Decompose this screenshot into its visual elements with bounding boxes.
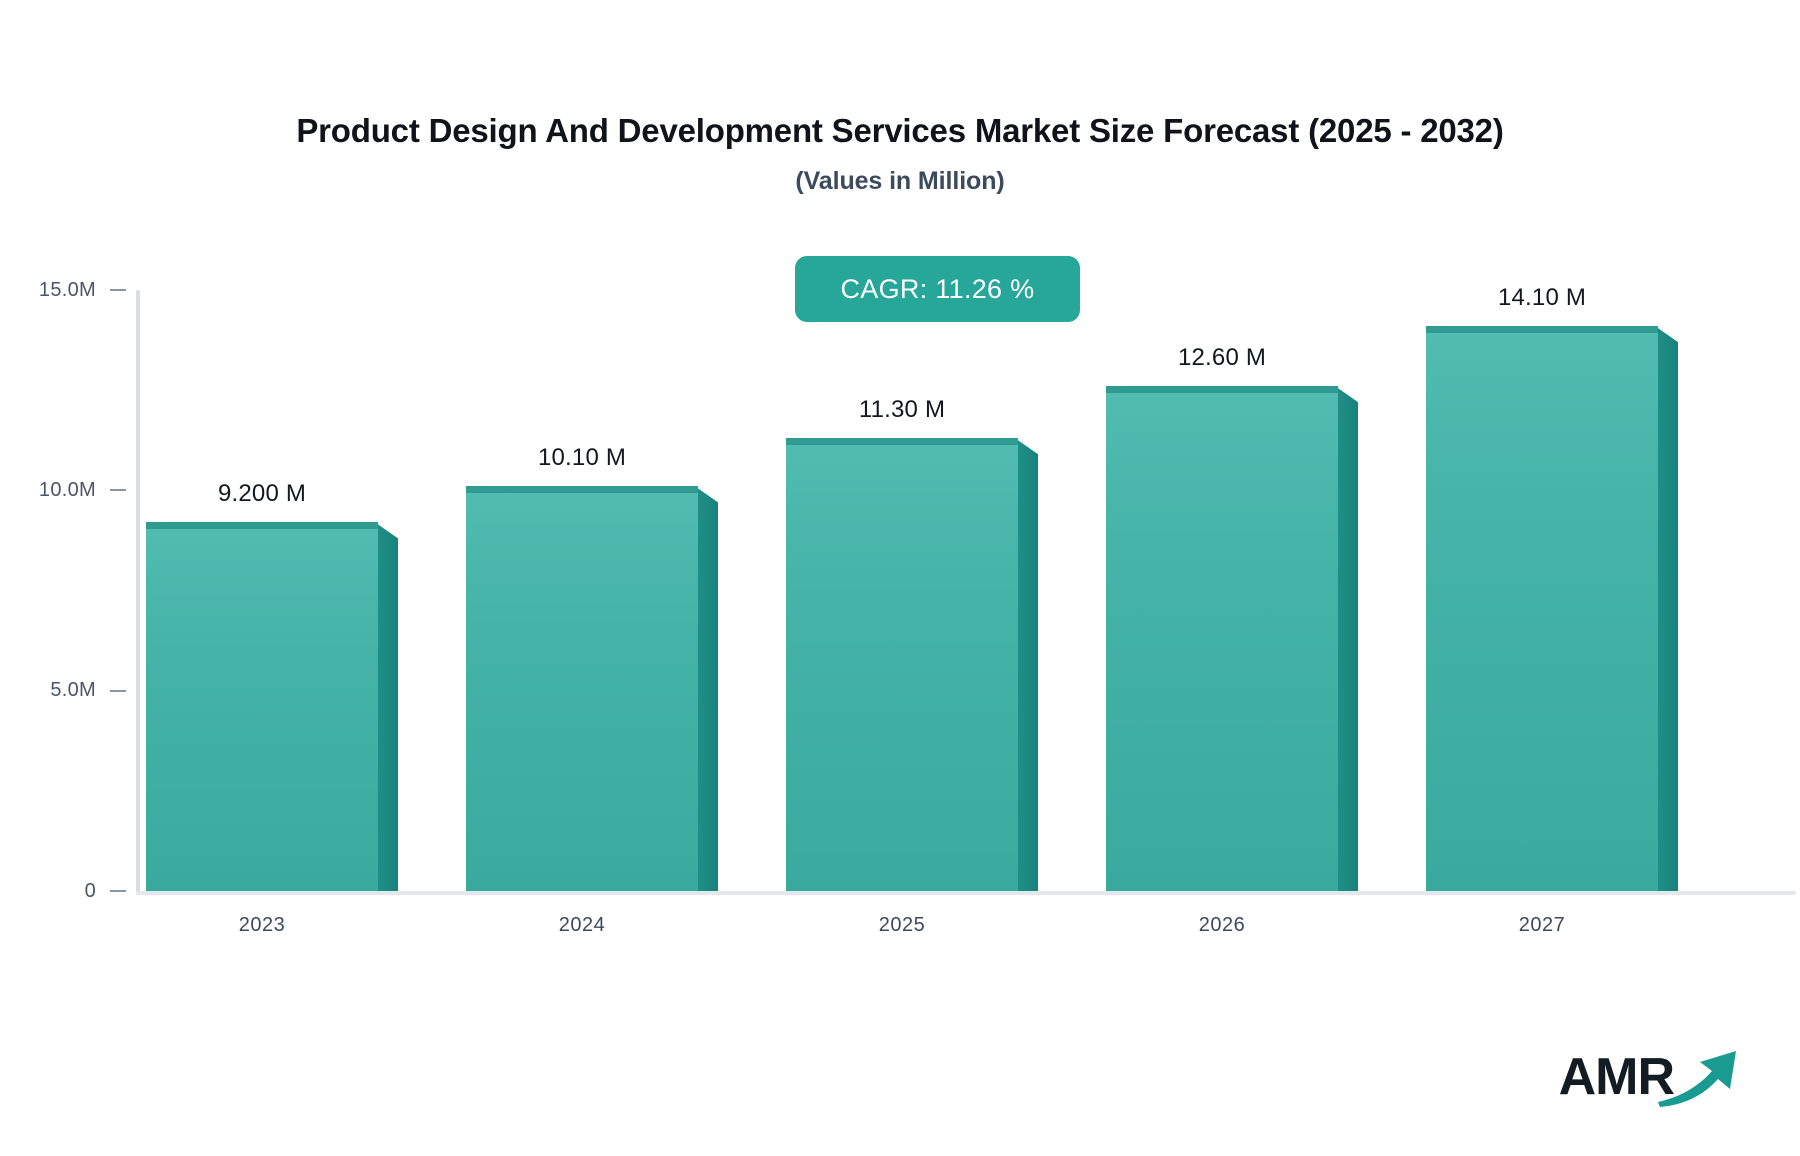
x-axis-label: 2026 <box>1198 914 1246 936</box>
bar-front-face <box>1426 326 1658 891</box>
bar-top-edge <box>1426 326 1658 334</box>
bar-value-label: 10.10 M <box>537 444 627 472</box>
bar-value-label: 14.10 M <box>1497 284 1587 312</box>
y-axis-tick: 5.0M <box>0 679 136 703</box>
cagr-badge: CAGR: 11.26 % <box>795 256 1080 322</box>
x-axis-line <box>136 891 1796 895</box>
bar-top-edge <box>146 522 378 530</box>
bar[interactable]: 14.10 M <box>1426 284 1678 891</box>
y-axis-tick-label: 15.0M <box>38 278 96 301</box>
bar-side-face <box>1338 388 1358 891</box>
bar-top-edge <box>786 438 1018 446</box>
x-axis-label: 2023 <box>238 914 286 936</box>
x-axis-label: 2025 <box>878 914 926 936</box>
cagr-badge-label: CAGR: 11.26 % <box>840 273 1035 304</box>
bar-side-face <box>698 488 718 891</box>
y-axis-tick-dash <box>110 289 126 291</box>
bar-value-label: 9.200 M <box>217 480 307 508</box>
bar-side-face <box>1658 328 1678 891</box>
y-axis-line <box>136 290 140 895</box>
page-title: Product Design And Development Services … <box>296 112 1504 149</box>
bar-side-face <box>378 524 398 891</box>
bar[interactable]: 9.200 M <box>146 480 398 891</box>
x-axis-label: 2027 <box>1518 914 1566 936</box>
y-axis-tick: 10.0M <box>0 478 136 502</box>
bar-value-label: 12.60 M <box>1177 344 1267 372</box>
amr-logo-text: AMR <box>1558 1047 1675 1106</box>
chart-subtitle: (Values in Million) <box>795 167 1005 195</box>
growth-arrow-icon <box>1654 1045 1740 1112</box>
bar[interactable]: 12.60 M <box>1106 344 1358 891</box>
bar-front-face <box>1106 386 1338 891</box>
y-axis-tick-dash <box>110 689 126 692</box>
bar[interactable]: 11.30 M <box>786 396 1038 891</box>
amr-logo: AMR <box>1559 1045 1740 1108</box>
title-block: Product Design And Development Services … <box>0 112 1800 196</box>
x-axis-label: 2024 <box>558 914 606 936</box>
y-axis-tick: 15.0M <box>0 278 136 302</box>
bar-top-edge <box>1106 386 1338 394</box>
y-axis-tick-label: 5.0M <box>50 679 96 702</box>
y-axis-tick-label: 10.0M <box>38 478 96 501</box>
y-axis-tick-dash <box>110 489 126 492</box>
bar-side-face <box>1018 440 1038 891</box>
bar-front-face <box>146 522 378 891</box>
bar-front-face <box>466 486 698 891</box>
y-axis-tick-dash <box>110 890 126 892</box>
bar-value-label: 11.30 M <box>858 396 946 424</box>
bar[interactable]: 10.10 M <box>466 444 718 891</box>
bar-top-edge <box>466 486 698 494</box>
y-axis-tick-label: 0 <box>84 879 96 902</box>
y-axis-tick: 0 <box>0 879 136 903</box>
bar-front-face <box>786 438 1018 891</box>
